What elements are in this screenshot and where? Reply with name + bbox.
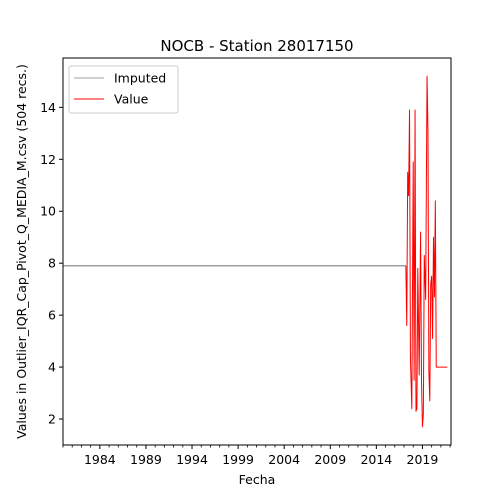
legend-label-value: Value xyxy=(114,92,149,107)
y-tick-label: 12 xyxy=(40,152,56,167)
chart-title: NOCB - Station 28017150 xyxy=(160,37,353,55)
x-tick-label: 1989 xyxy=(130,452,162,467)
x-tick-label: 2014 xyxy=(360,452,392,467)
x-tick-label: 2004 xyxy=(268,452,300,467)
plot-area xyxy=(63,58,451,445)
x-tick-label: 1984 xyxy=(84,452,116,467)
legend: Imputed Value xyxy=(68,65,179,114)
y-tick-label: 6 xyxy=(48,308,56,323)
y-tick-label: 4 xyxy=(48,360,56,375)
x-tick-label: 2009 xyxy=(314,452,346,467)
x-axis-label: Fecha xyxy=(239,472,276,487)
x-tick-label: 1999 xyxy=(222,452,254,467)
x-tick-label: 1994 xyxy=(176,452,208,467)
y-tick-label: 2 xyxy=(48,412,56,427)
axes-layer: 1984 1989 1994 1999 2004 2009 2014 2019 2 4 6 8 10 12… xyxy=(40,57,452,467)
y-tick-label: 10 xyxy=(40,204,56,219)
axes-frame xyxy=(62,57,452,446)
y-tick-label: 14 xyxy=(40,100,56,115)
series-line-value xyxy=(405,75,448,428)
series-layer xyxy=(63,75,448,428)
x-tick-label: 2019 xyxy=(407,452,439,467)
legend-label-imputed: Imputed xyxy=(114,71,166,86)
y-tick-label: 8 xyxy=(48,256,56,271)
y-axis-label: Values in Outlier_IQR_Cap_Pivot_Q_MEDIA_… xyxy=(14,64,29,439)
